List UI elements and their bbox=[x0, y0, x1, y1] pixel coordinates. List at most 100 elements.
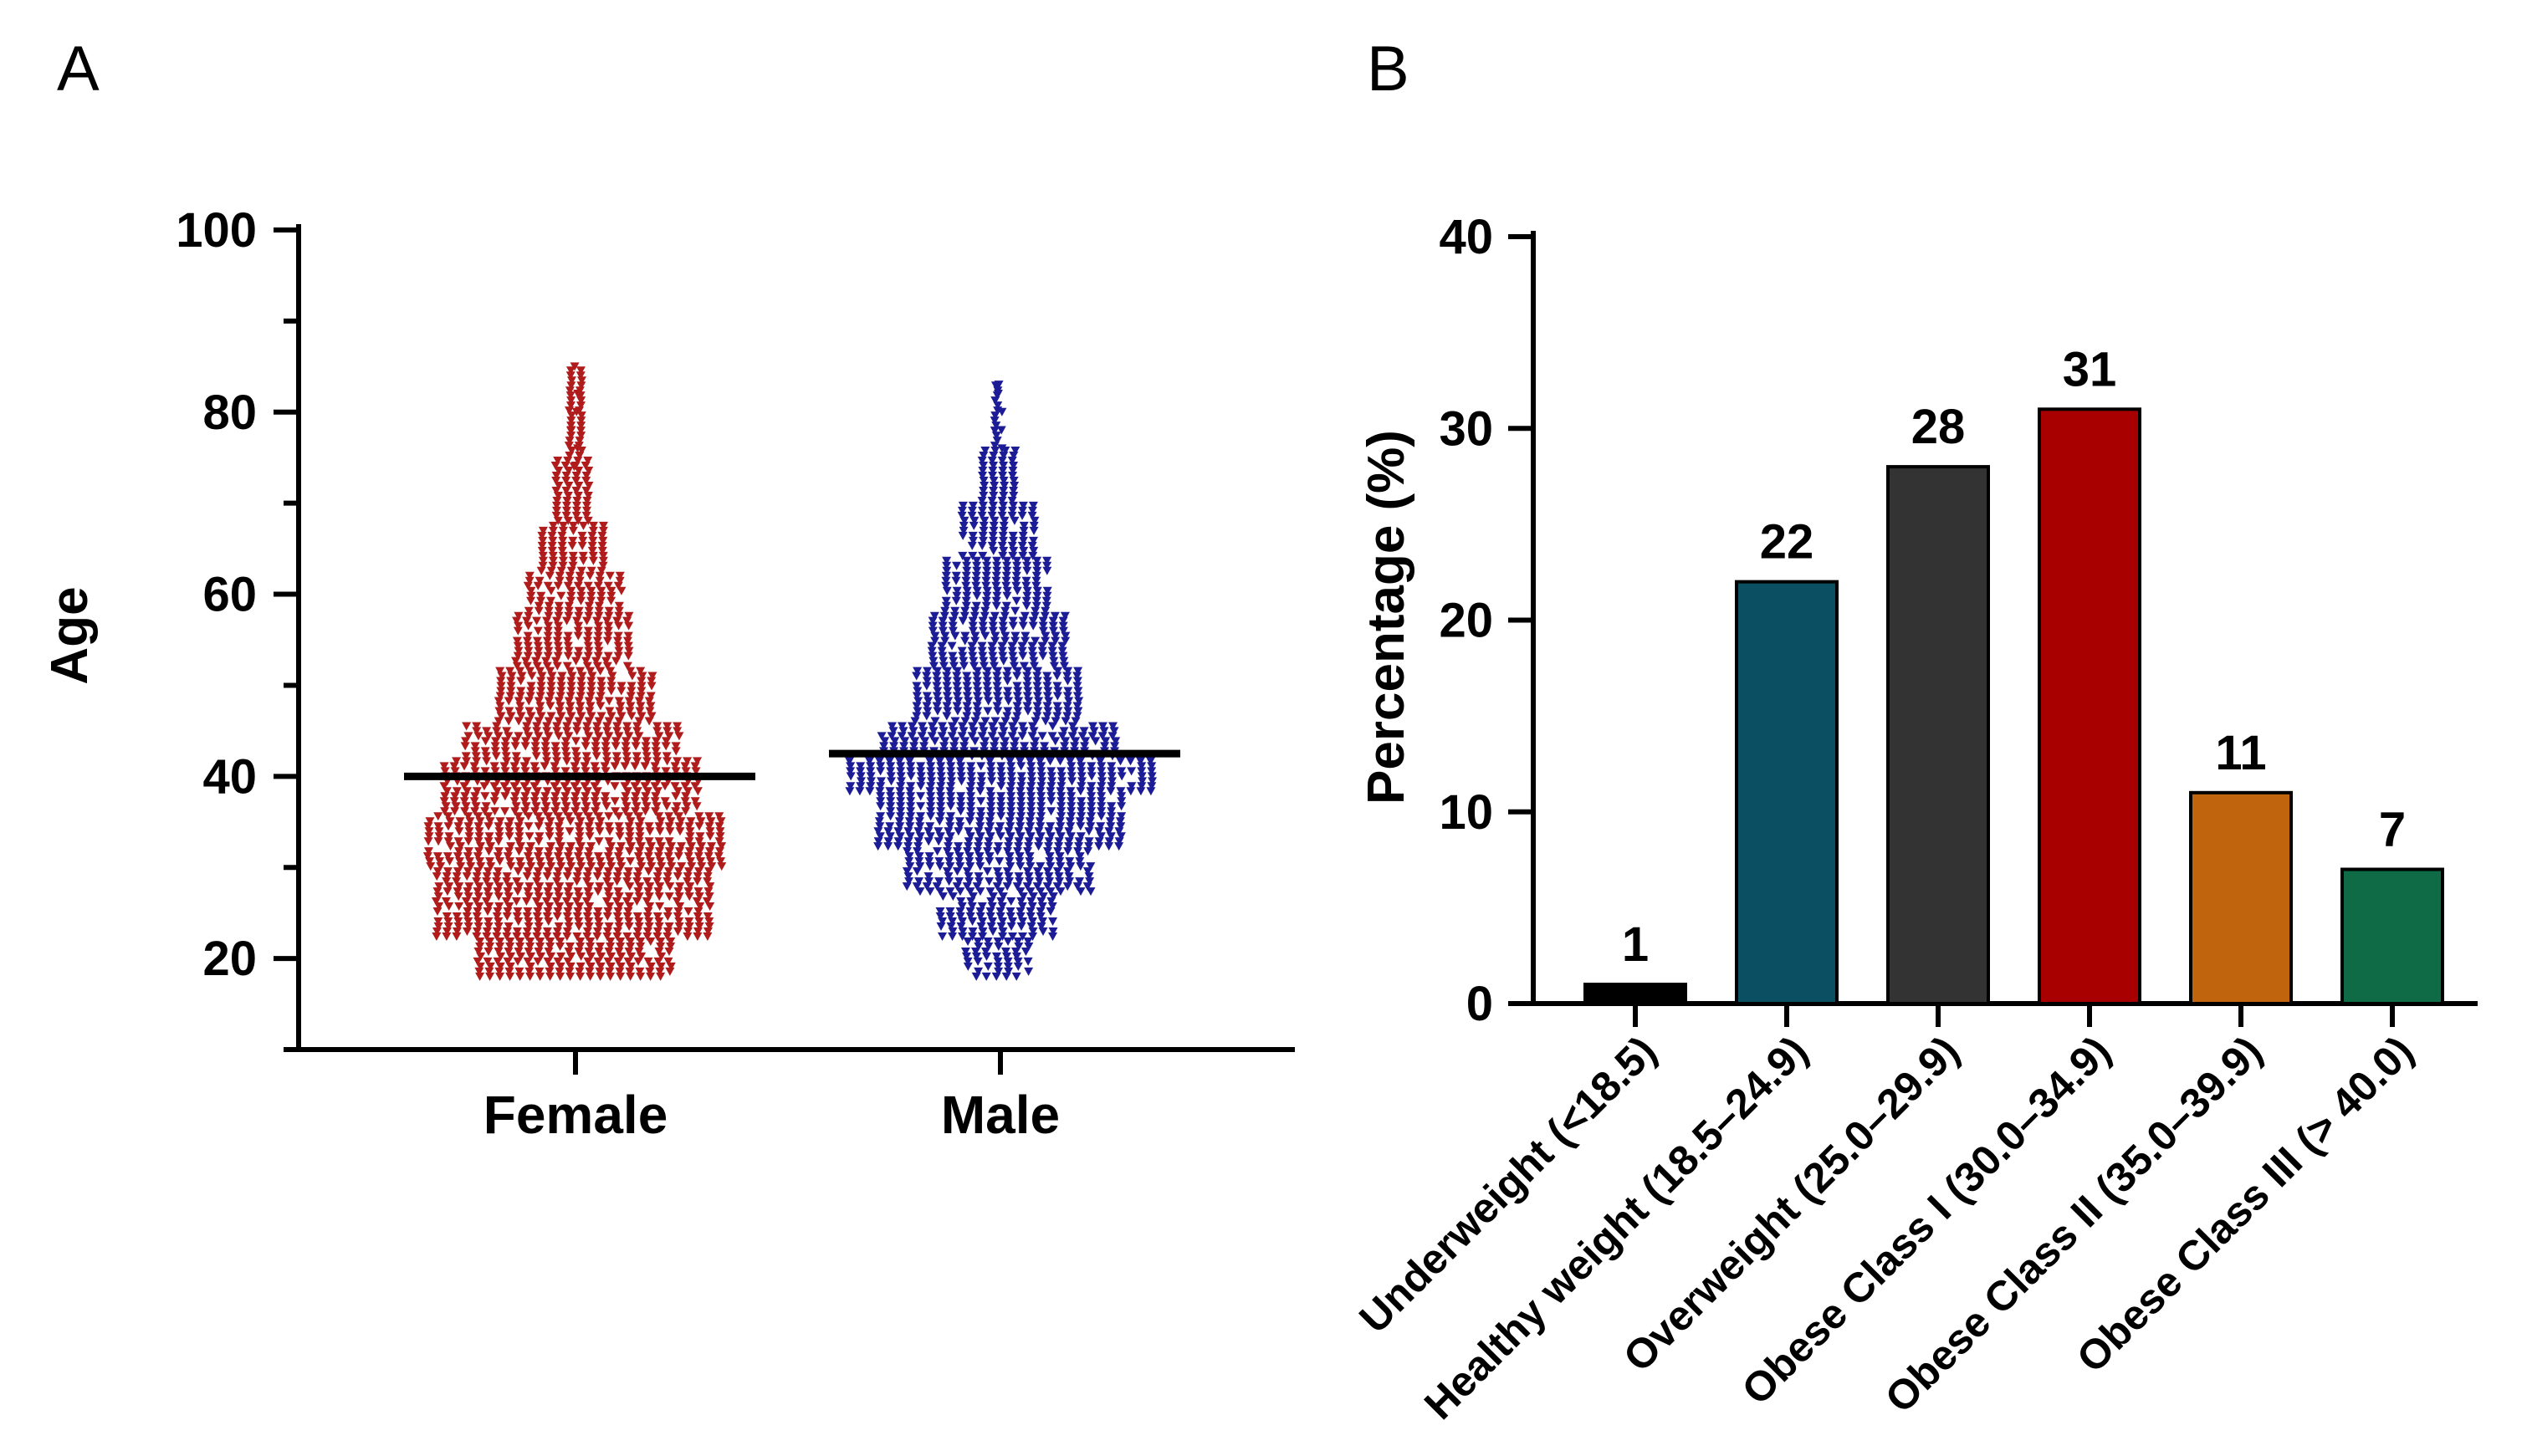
a-point bbox=[453, 892, 463, 902]
a-point bbox=[971, 581, 981, 590]
a-point bbox=[535, 692, 545, 701]
a-point bbox=[965, 787, 975, 796]
a-point bbox=[946, 782, 956, 791]
a-point bbox=[1084, 872, 1094, 881]
a-point bbox=[542, 662, 552, 671]
a-point bbox=[552, 662, 562, 671]
a-point bbox=[906, 807, 916, 816]
a-point bbox=[946, 802, 956, 811]
a-point bbox=[976, 782, 986, 791]
a-point bbox=[525, 972, 535, 981]
a-point bbox=[986, 807, 996, 816]
a-point bbox=[956, 807, 966, 816]
a-point bbox=[463, 852, 473, 861]
a-point bbox=[958, 501, 968, 510]
a-point bbox=[926, 772, 936, 781]
a-point bbox=[634, 837, 644, 846]
a-point bbox=[900, 737, 910, 746]
a-point bbox=[598, 536, 608, 545]
a-point bbox=[565, 576, 575, 585]
a-point bbox=[1007, 777, 1017, 786]
a-point bbox=[483, 957, 493, 966]
a-point bbox=[1010, 717, 1021, 726]
a-point bbox=[432, 932, 442, 941]
a-point bbox=[982, 867, 992, 876]
a-point bbox=[983, 687, 993, 696]
a-point bbox=[877, 732, 887, 741]
a-point bbox=[1046, 907, 1056, 917]
a-point bbox=[845, 787, 855, 796]
a-point bbox=[661, 767, 671, 776]
a-point bbox=[991, 972, 1001, 981]
a-point bbox=[586, 566, 596, 575]
a-point bbox=[606, 687, 616, 696]
a-point bbox=[560, 797, 570, 806]
a-point bbox=[995, 877, 1005, 886]
a-point bbox=[978, 621, 988, 631]
a-point bbox=[967, 511, 977, 520]
a-point bbox=[565, 817, 575, 826]
panel-b-label: B bbox=[1367, 33, 1409, 105]
a-point bbox=[612, 636, 622, 646]
a-point bbox=[879, 742, 889, 751]
a-point bbox=[922, 672, 932, 681]
a-point bbox=[912, 692, 922, 701]
a-point bbox=[634, 922, 644, 931]
a-point bbox=[533, 907, 543, 917]
a-point bbox=[563, 887, 573, 897]
a-point bbox=[530, 742, 540, 751]
a-point bbox=[606, 972, 616, 981]
a-point bbox=[522, 932, 532, 941]
a-point bbox=[993, 847, 1003, 856]
a-point bbox=[964, 877, 974, 886]
a-point bbox=[506, 677, 516, 686]
a-point bbox=[532, 662, 542, 671]
a-point bbox=[510, 742, 520, 751]
a-point bbox=[635, 827, 645, 836]
a-point bbox=[1049, 662, 1059, 671]
a-point bbox=[584, 917, 594, 927]
a-point bbox=[572, 757, 582, 766]
a-point bbox=[969, 727, 979, 736]
a-point bbox=[865, 757, 875, 766]
a-point bbox=[974, 697, 984, 706]
a-point bbox=[926, 767, 936, 776]
a-point bbox=[1046, 807, 1056, 816]
a-point bbox=[663, 957, 673, 966]
a-point bbox=[957, 511, 967, 520]
a-point bbox=[591, 747, 601, 756]
a-point bbox=[1047, 902, 1057, 912]
a-point bbox=[703, 932, 713, 941]
a-point bbox=[502, 932, 512, 941]
a-point bbox=[926, 782, 936, 791]
a-point bbox=[684, 837, 694, 846]
a-point bbox=[1032, 561, 1042, 570]
a-point bbox=[1013, 687, 1023, 696]
a-point bbox=[1042, 677, 1052, 686]
a-point bbox=[946, 797, 956, 806]
a-point bbox=[942, 556, 952, 565]
a-point bbox=[594, 947, 604, 956]
a-point bbox=[563, 957, 573, 966]
a-point bbox=[969, 521, 979, 530]
a-point bbox=[923, 667, 933, 676]
a-point bbox=[442, 867, 453, 876]
a-point bbox=[662, 912, 673, 922]
a-point bbox=[920, 737, 930, 746]
a-point bbox=[982, 556, 992, 565]
a-point bbox=[495, 817, 505, 826]
a-point bbox=[1007, 641, 1017, 651]
a-point bbox=[1038, 626, 1048, 636]
a-point bbox=[1032, 566, 1042, 575]
a-point bbox=[574, 606, 584, 616]
a-point bbox=[1012, 586, 1022, 595]
a-point bbox=[976, 772, 986, 781]
a-point bbox=[865, 787, 875, 796]
a-point bbox=[585, 832, 595, 841]
a-point bbox=[1061, 636, 1071, 646]
a-point bbox=[683, 887, 693, 897]
a-point bbox=[960, 636, 970, 646]
a-point bbox=[622, 932, 632, 941]
